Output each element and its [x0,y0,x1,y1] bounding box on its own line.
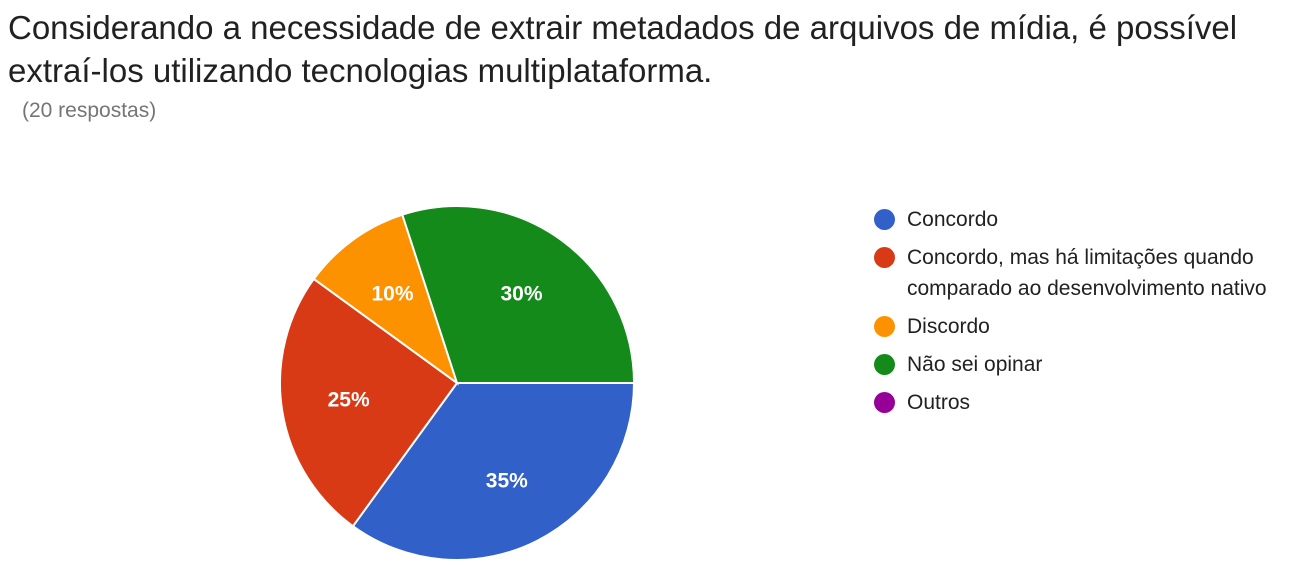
pie-slice-label: 25% [328,389,370,412]
legend-item: Concordo, mas há limitações quando compa… [874,242,1314,304]
legend-item: Concordo [874,204,1314,235]
pie-slice [351,382,636,561]
legend-item: Discordo [874,311,1314,342]
pie-slice [279,277,459,528]
legend-swatch [874,392,895,413]
legend-item: Não sei opinar [874,349,1314,380]
legend-swatch [874,354,895,375]
pie-slice-label: 30% [500,283,542,306]
pie-chart: 35% 25% 10% 30% [279,205,636,561]
chart-title: Considerando a necessidade de extrair me… [8,9,1238,89]
legend-label: Discordo [907,315,990,338]
legend-label: Não sei opinar [907,353,1043,376]
legend-label: Concordo, mas há limitações quando compa… [907,246,1267,300]
legend-label: Concordo [907,208,999,231]
response-count: (20 respostas) [22,99,157,122]
legend-label: Outros [907,391,971,414]
pie-slice-label: 10% [371,283,413,306]
legend-swatch [874,247,895,268]
legend-item: Outros [874,387,1314,418]
chart-legend: Concordo Concordo, mas há limitações quan… [874,204,1314,425]
pie-slice-label: 35% [486,469,528,492]
legend-swatch [874,316,895,337]
pie-slice [312,213,459,386]
legend-swatch [874,209,895,230]
pie-slice [401,205,636,384]
